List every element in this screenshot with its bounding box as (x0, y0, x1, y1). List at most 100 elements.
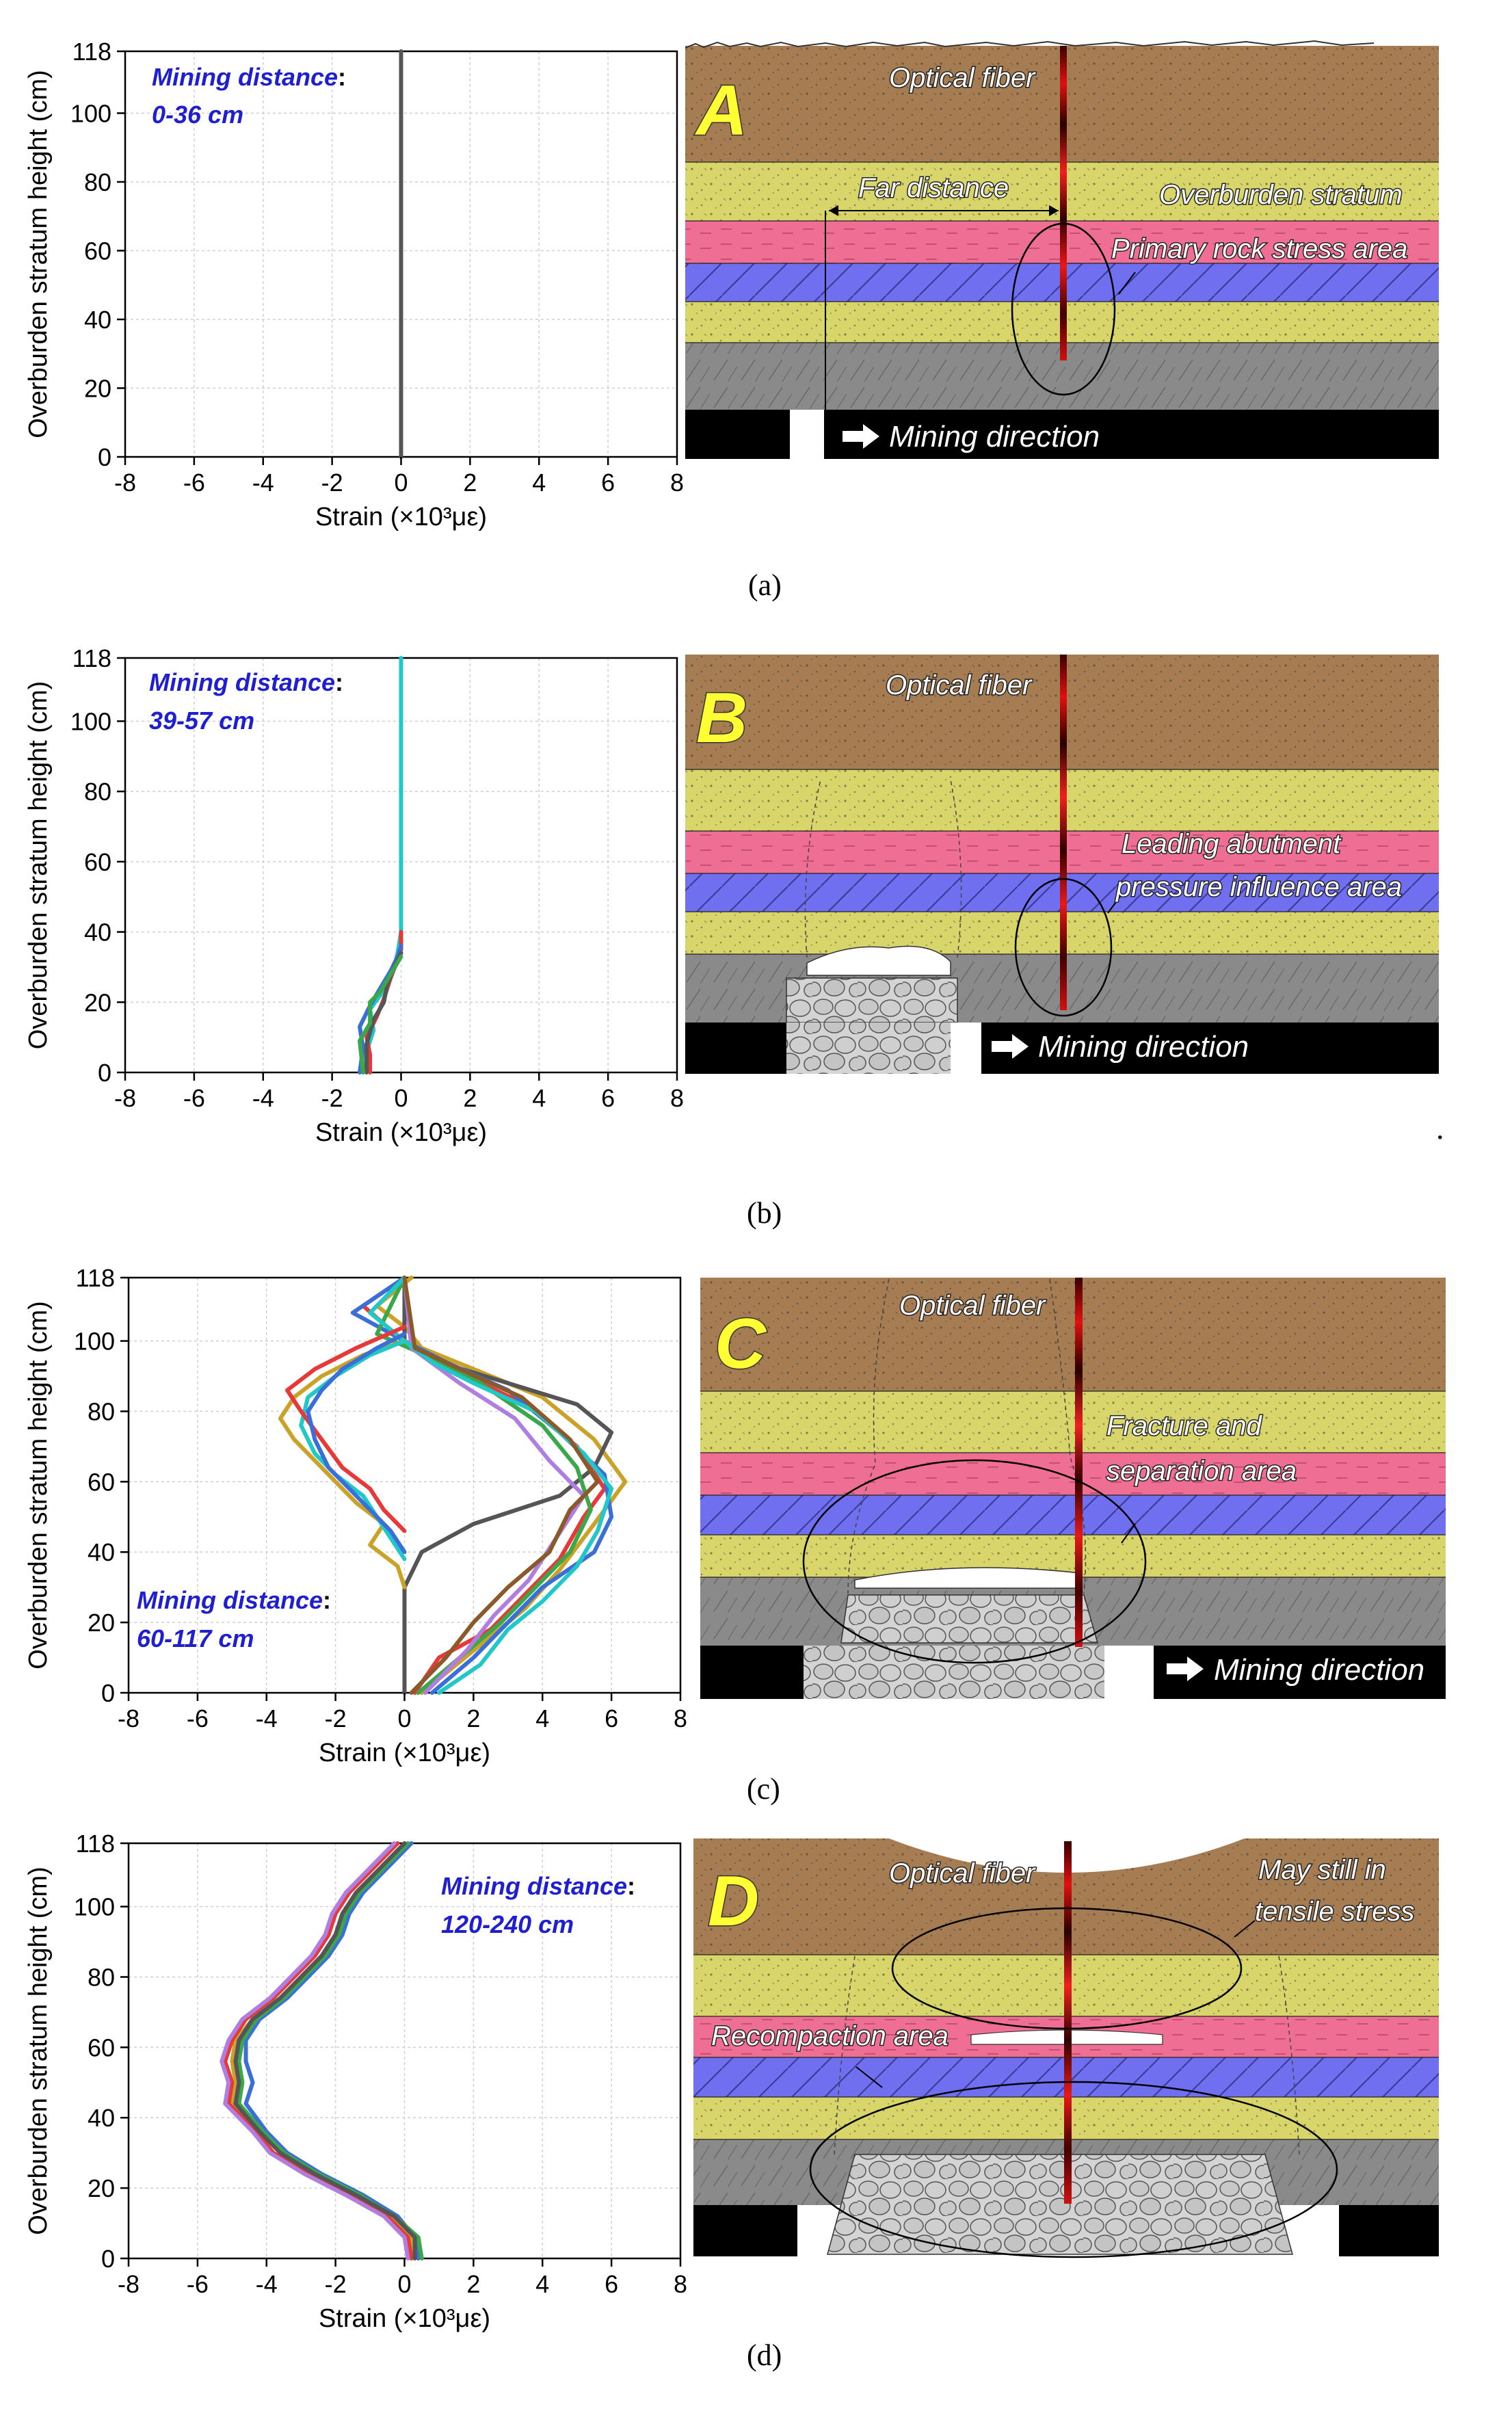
fiber-label-a: Optical fiber (889, 63, 1036, 93)
optical-fiber-b (1060, 655, 1067, 1010)
x-tick-label: 0 (394, 1084, 408, 1112)
y-tick-label: 60 (88, 2033, 115, 2061)
arrow-right-icon (1167, 1657, 1204, 1681)
y-tick-label: 118 (72, 644, 111, 672)
x-tick-label: -4 (256, 2270, 278, 2298)
y-tick-label: 80 (84, 778, 111, 806)
x-tick-label: 2 (466, 1704, 480, 1732)
x-tick-label: 4 (532, 469, 546, 497)
x-axis-title: Strain (×10³με) (319, 1739, 490, 1767)
caved-rubble (786, 977, 958, 1023)
x-tick-label: 8 (674, 2270, 687, 2298)
mining-distance-range-b: 39-57 cm (149, 707, 254, 735)
caved-rubble (840, 1594, 1098, 1644)
mining-distance-title-b: Mining distance: (149, 668, 343, 696)
x-tick-label: 4 (535, 2270, 549, 2298)
series-line-s8 (402, 1276, 600, 1695)
fiber-label-b: Optical fiber (886, 670, 1033, 700)
fracture-lines (804, 779, 962, 958)
far-distance-label: Far distance (858, 173, 1009, 203)
primary-stress-label: Primary rock stress area (1111, 234, 1407, 264)
fiber-label-d: Optical fiber (889, 1858, 1036, 1888)
x-tick-label: 8 (670, 1084, 684, 1112)
series-line-s5 (220, 1841, 410, 2260)
mining-distance-range-c: 60-117 cm (137, 1624, 254, 1652)
y-tick-label: 0 (98, 1059, 111, 1087)
fiber-label-c: Optical fiber (899, 1291, 1046, 1321)
x-tick-label: 0 (394, 469, 408, 497)
coal-seam-left (693, 2205, 797, 2256)
fracture-label-2: separation area (1106, 1456, 1297, 1486)
mining-direction-b: Mining direction (1038, 1030, 1249, 1064)
coal-seam-right (1339, 2205, 1439, 2256)
x-tick-label: -8 (118, 2270, 140, 2298)
y-tick-label: 118 (72, 38, 111, 66)
y-tick-label: 100 (74, 1328, 115, 1356)
pink-texture (700, 1453, 1446, 1495)
letter-c: C (715, 1304, 767, 1384)
series-line-s9 (278, 1339, 407, 1590)
y-axis-title: Overburden stratum height (cm) (24, 70, 53, 438)
mined-gap (790, 410, 824, 459)
y-tick-label: 20 (84, 374, 111, 402)
y-tick-label: 80 (88, 1963, 115, 1991)
mining-distance-range-d: 120-240 cm (441, 1910, 574, 1938)
y-tick-label: 20 (88, 2174, 115, 2202)
mining-direction-a: Mining direction (889, 420, 1100, 453)
x-tick-label: -8 (118, 1704, 140, 1732)
goaf-rubble (804, 1646, 1104, 1699)
x-tick-label: -2 (321, 469, 343, 497)
x-tick-label: 2 (463, 469, 477, 497)
x-tick-label: -8 (114, 469, 136, 497)
series-line-s6 (233, 1841, 417, 2260)
x-axis-title: Strain (×10³με) (319, 2304, 490, 2333)
abutment-label-2: pressure influence area (1115, 872, 1402, 902)
mining-distance-range-a: 0-36 cm (152, 101, 243, 129)
tensile-ellipse (891, 1907, 1243, 2030)
x-tick-label: -4 (252, 1084, 274, 1112)
yellow-texture-2 (700, 1535, 1446, 1577)
primary-stress-ellipse (1011, 222, 1116, 396)
fracture-lines (847, 1278, 1087, 1594)
y-tick-label: 80 (84, 168, 111, 196)
x-tick-label: 0 (397, 2270, 411, 2298)
x-tick-label: -4 (256, 1704, 278, 1732)
stray-mark: . (1436, 1111, 1444, 1146)
abutment-leader (1107, 894, 1122, 914)
goaf-rubble (786, 1023, 981, 1074)
x-tick-label: 4 (535, 1704, 549, 1732)
x-tick-label: -8 (114, 1084, 136, 1112)
y-tick-label: 20 (88, 1609, 115, 1637)
y-axis-title: Overburden stratum height (cm) (24, 1867, 53, 2235)
series-line-s2 (243, 1841, 421, 2260)
series-line-s3 (223, 1841, 414, 2260)
mining-distance-title-c: Mining distance: (137, 1586, 331, 1614)
y-tick-label: 60 (84, 848, 111, 876)
caption-b: (b) (747, 1196, 782, 1230)
abutment-ellipse (1014, 878, 1113, 1017)
x-tick-label: 4 (532, 1084, 546, 1112)
letter-a: A (694, 71, 747, 150)
tensile-label-1: May still in (1258, 1855, 1386, 1885)
soil-texture (700, 1278, 1446, 1391)
tensile-label-2: tensile stress (1255, 1897, 1414, 1927)
y-tick-label: 60 (84, 237, 111, 265)
mining-distance-title-a: Mining distance: (152, 63, 346, 91)
caption-c: (c) (747, 1772, 780, 1806)
x-tick-label: 8 (674, 1704, 687, 1732)
x-tick-label: 8 (670, 469, 684, 497)
y-tick-label: 118 (76, 1830, 115, 1858)
fracture-label-1: Fracture and (1106, 1411, 1263, 1441)
optical-fiber-d (1064, 1841, 1072, 2204)
series-line-s1 (230, 1841, 417, 2260)
x-tick-label: 6 (605, 2270, 618, 2298)
illustration-b: B Optical fiber Leading abutment pressur… (685, 655, 1439, 1074)
y-axis-title: Overburden stratum height (cm) (24, 1301, 53, 1670)
